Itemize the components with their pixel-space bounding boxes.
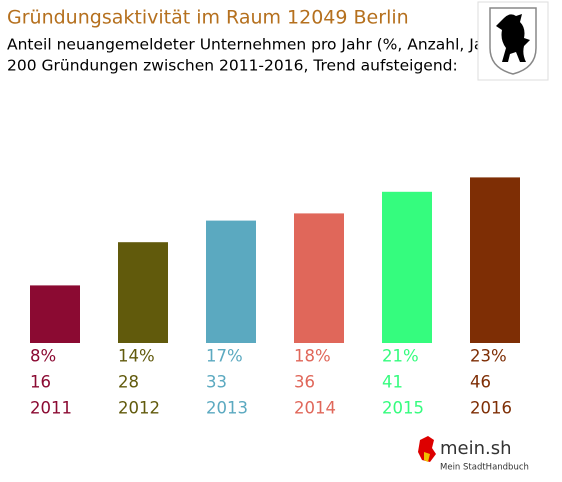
x-tick-label: 2015 bbox=[382, 399, 424, 418]
value-label: 23% bbox=[470, 347, 507, 366]
coat-of-arms bbox=[477, 1, 549, 81]
subtitle: Anteil neuangemeldeter Unternehmen pro J… bbox=[7, 36, 506, 54]
logo: mein.sh Mein StadtHandbuch bbox=[418, 436, 529, 473]
logo-icon bbox=[418, 436, 436, 462]
count-label: 33 bbox=[206, 373, 227, 392]
count-label: 16 bbox=[30, 373, 51, 392]
bear bbox=[496, 14, 530, 62]
x-tick-label: 2016 bbox=[470, 399, 512, 418]
subtitle: 200 Gründungen zwischen 2011-2016, Trend… bbox=[7, 57, 458, 75]
count-label: 28 bbox=[118, 373, 139, 392]
chart-title: Gründungsaktivität im Raum 12049 Berlin bbox=[7, 7, 409, 29]
value-label: 18% bbox=[294, 347, 331, 366]
x-tick-label: 2012 bbox=[118, 399, 160, 418]
count-label: 41 bbox=[382, 373, 403, 392]
value-label: 17% bbox=[206, 347, 243, 366]
count-label: 36 bbox=[294, 373, 315, 392]
bar bbox=[206, 220, 256, 343]
count-label: 46 bbox=[470, 373, 491, 392]
bar bbox=[382, 191, 432, 343]
bar bbox=[470, 177, 520, 343]
value-label: 21% bbox=[382, 347, 419, 366]
logo-name: mein.sh bbox=[440, 438, 512, 459]
x-tick-label: 2011 bbox=[30, 399, 72, 418]
x-tick-label: 2014 bbox=[294, 399, 336, 418]
x-tick-label: 2013 bbox=[206, 399, 248, 418]
bar bbox=[30, 285, 80, 343]
bar bbox=[294, 213, 344, 343]
bar bbox=[118, 242, 168, 343]
logo-tagline: Mein StadtHandbuch bbox=[440, 463, 529, 473]
value-label: 14% bbox=[118, 347, 155, 366]
value-label: 8% bbox=[30, 347, 56, 366]
logo-icon bbox=[424, 452, 430, 462]
